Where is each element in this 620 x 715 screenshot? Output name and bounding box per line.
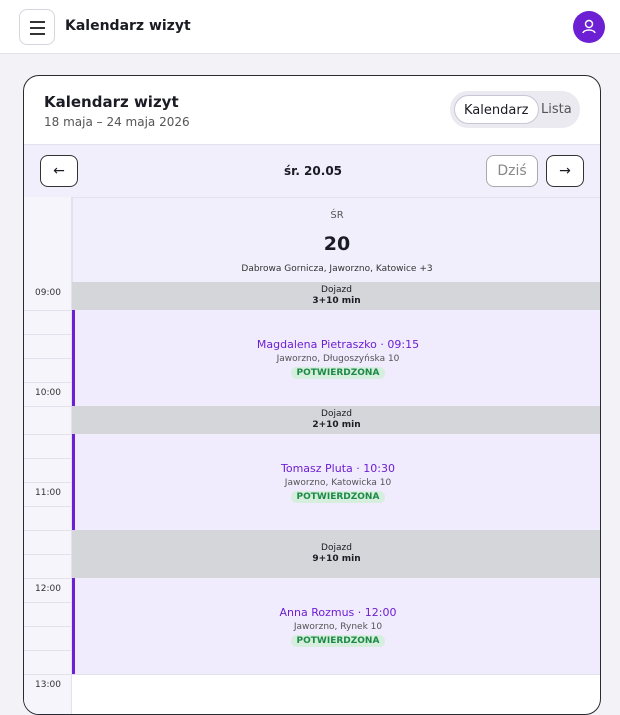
day-number: 20 (323, 233, 351, 255)
appointment-name: Tomasz Pluta · 10:30 (281, 461, 395, 475)
slot-line (24, 674, 72, 675)
slot-line (24, 358, 72, 359)
top-bar: Kalendarz wizyt (0, 0, 620, 54)
view-option[interactable]: Kalendarz (454, 95, 539, 124)
card-title: Kalendarz wizyt (44, 93, 179, 111)
slot-line (24, 482, 72, 483)
next-button[interactable]: → (546, 155, 584, 187)
slot-line (24, 434, 72, 435)
view-toggle: Kalendarz Lista (450, 91, 580, 128)
status-badge: POTWIERDZONA (290, 634, 386, 647)
slot-line (24, 506, 72, 507)
travel-block: Dojazd 3+10 min (72, 282, 600, 310)
prev-button[interactable]: ← (40, 155, 78, 187)
slot-line (24, 458, 72, 459)
slot-line (24, 334, 72, 335)
status-badge: POTWIERDZONA (290, 490, 386, 503)
appointment[interactable]: Tomasz Pluta · 10:30 Jaworzno, Katowicka … (72, 434, 600, 530)
travel-duration: 3+10 min (312, 296, 361, 306)
slot-line (24, 578, 72, 579)
nav-bar: ← śr. 20.05 Dziś → (24, 144, 600, 198)
hour-label: 13:00 (35, 680, 61, 690)
slot-line (24, 602, 72, 603)
slot-line (24, 650, 72, 651)
divider (72, 197, 73, 282)
travel-label: Dojazd (321, 285, 352, 295)
hour-label: 09:00 (35, 288, 61, 298)
slot-line (24, 530, 72, 531)
appointment-address: Jaworzno, Katowicka 10 (284, 477, 392, 488)
hour-label: 10:00 (35, 388, 61, 398)
travel-duration: 2+10 min (312, 420, 361, 430)
travel-block: Dojazd 9+10 min (72, 530, 600, 578)
hour-label: 12:00 (35, 584, 61, 594)
slot-line (24, 382, 72, 383)
slot-line (24, 626, 72, 627)
slot-line (24, 310, 72, 311)
travel-label: Dojazd (321, 543, 352, 553)
menu-button[interactable] (19, 9, 55, 45)
appointment-name: Anna Rozmus · 12:00 (279, 605, 397, 619)
appointment[interactable]: Anna Rozmus · 12:00 Jaworzno, Rynek 10 POT… (72, 578, 600, 674)
view-option[interactable]: Lista (541, 102, 572, 117)
hour-label: 11:00 (35, 488, 61, 498)
date-range: 18 maja – 24 maja 2026 (44, 115, 190, 129)
travel-label: Dojazd (321, 409, 352, 419)
appointment-name: Magdalena Pietraszko · 09:15 (256, 337, 420, 351)
calendar-card: Kalendarz wizyt 18 maja – 24 maja 2026 K… (23, 75, 601, 715)
today-button[interactable]: Dziś (486, 155, 538, 187)
status-badge: POTWIERDZONA (290, 366, 386, 379)
slot-line (24, 406, 72, 407)
slot-line (24, 554, 72, 555)
appointment[interactable]: Magdalena Pietraszko · 09:15 Jaworzno, Dł… (72, 310, 600, 406)
app-title: Kalendarz wizyt (65, 18, 191, 34)
day-locations: Dabrowa Gornicza, Jaworzno, Katowice +3 (241, 264, 433, 274)
slot-line (72, 674, 600, 675)
travel-duration: 9+10 min (312, 554, 361, 564)
time-gutter (24, 197, 72, 714)
weekday: ŚR (330, 210, 344, 221)
avatar-button[interactable] (573, 11, 605, 43)
user-icon (582, 19, 596, 34)
appointment-address: Jaworzno, Rynek 10 (293, 621, 383, 632)
day-label: śr. 20.05 (283, 164, 343, 178)
travel-block: Dojazd 2+10 min (72, 406, 600, 434)
appointment-address: Jaworzno, Długoszyńska 10 (276, 353, 400, 364)
day-header: ŚR 20 Dabrowa Gornicza, Jaworzno, Katowi… (24, 197, 600, 282)
